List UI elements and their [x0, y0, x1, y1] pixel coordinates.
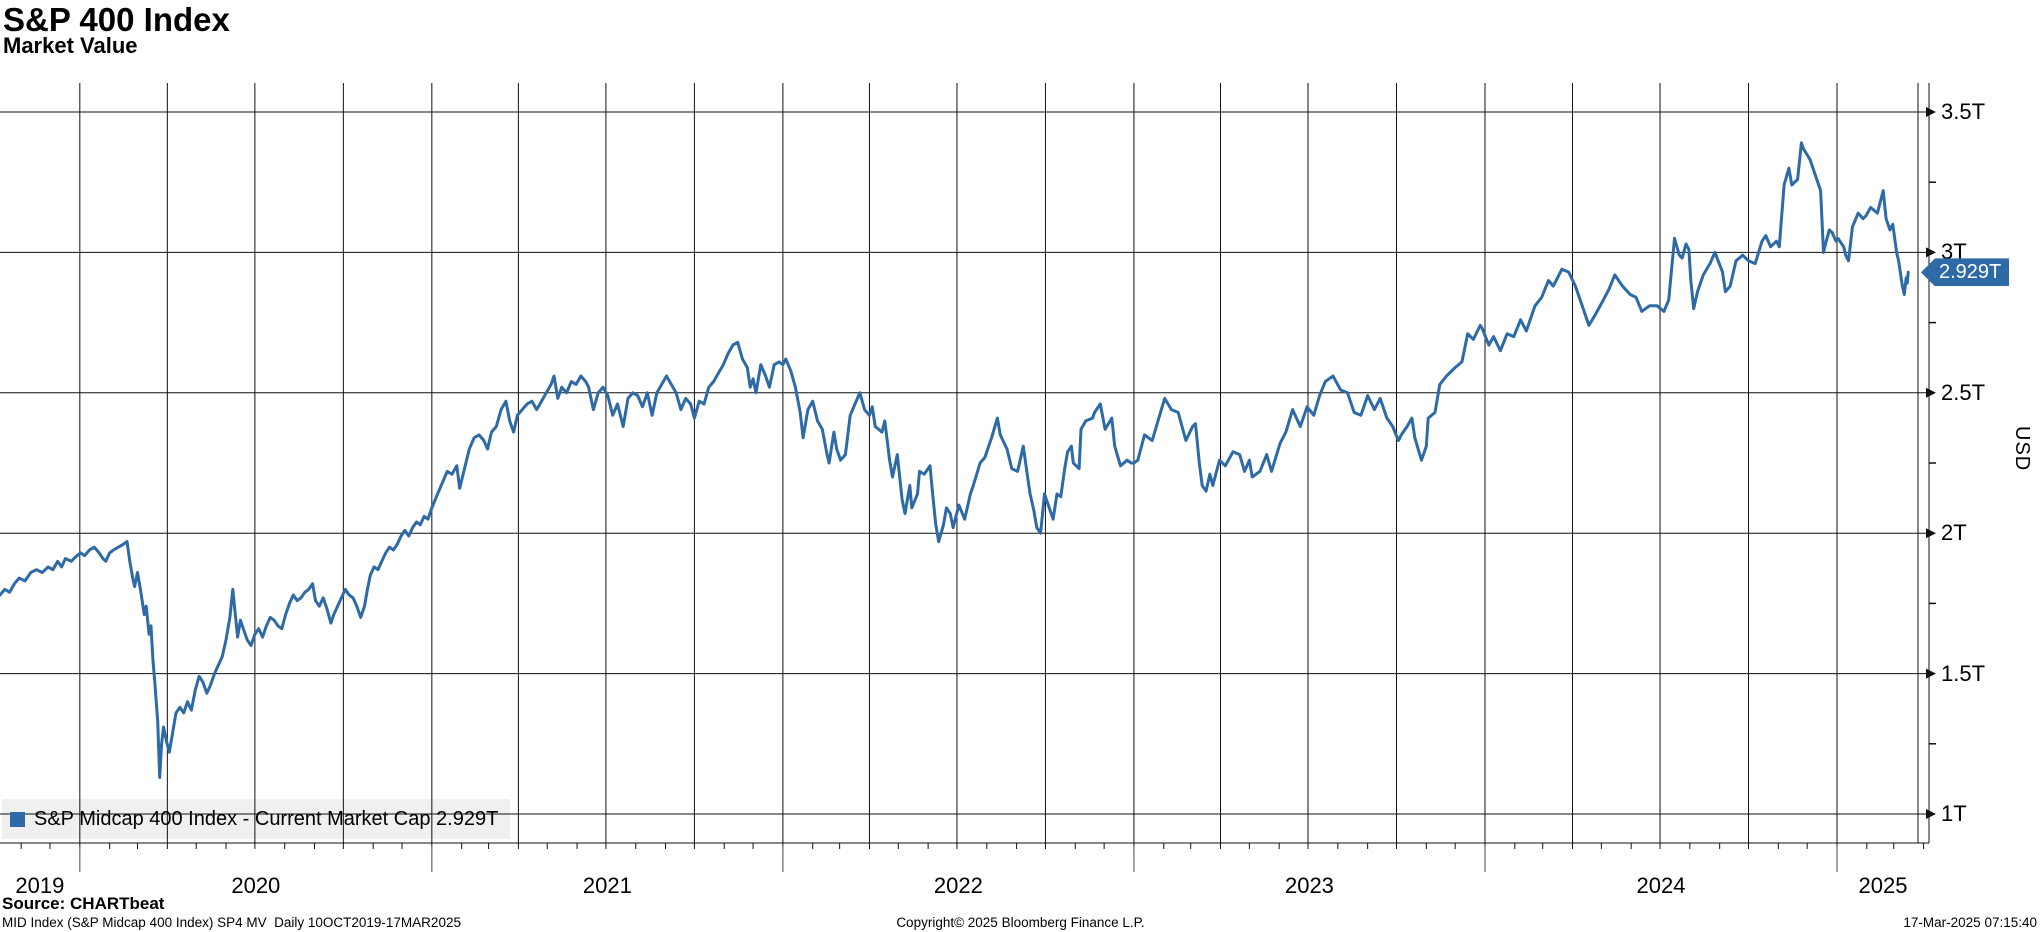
- x-axis-tick-label: 2025: [1858, 873, 1908, 898]
- x-axis-tick-label: 2020: [231, 873, 281, 898]
- y-axis-tick-label: 1.5T: [1941, 660, 1986, 686]
- x-axis-tick-label: 2021: [582, 873, 632, 898]
- x-axis-tick-label: 2019: [15, 873, 65, 898]
- page-title: S&P 400 Index: [3, 1, 230, 38]
- last-value-tag[interactable]: 2.929T: [1921, 258, 2010, 287]
- x-axis-tick-label: 2024: [1636, 873, 1686, 898]
- footer-copyright: Copyright© 2025 Bloomberg Finance L.P.: [896, 915, 1145, 930]
- y-axis-tick-label: 2T: [1941, 520, 1967, 546]
- legend[interactable]: S&P Midcap 400 Index - Current Market Ca…: [2, 799, 510, 839]
- footer-security-info: MID Index (S&P Midcap 400 Index) SP4 MV …: [2, 915, 461, 930]
- footer-timestamp: 17-Mar-2025 07:15:40: [1903, 915, 2037, 930]
- source-line: Source: CHARTbeat: [2, 894, 165, 913]
- y-axis-tick-label: 2.5T: [1941, 379, 1986, 405]
- legend-label: S&P Midcap 400 Index - Current Market Ca…: [34, 808, 499, 830]
- x-axis-tick-label: 2023: [1284, 873, 1334, 898]
- chart-subtitle: Market Value: [3, 33, 138, 58]
- x-axis-tick-label: 2022: [933, 873, 983, 898]
- y-axis-title: USD: [2011, 426, 2033, 472]
- legend-swatch-icon: [10, 812, 25, 827]
- y-axis-tick-label: 3.5T: [1941, 99, 1986, 124]
- y-axis-tick-label: 1T: [1941, 801, 1967, 826]
